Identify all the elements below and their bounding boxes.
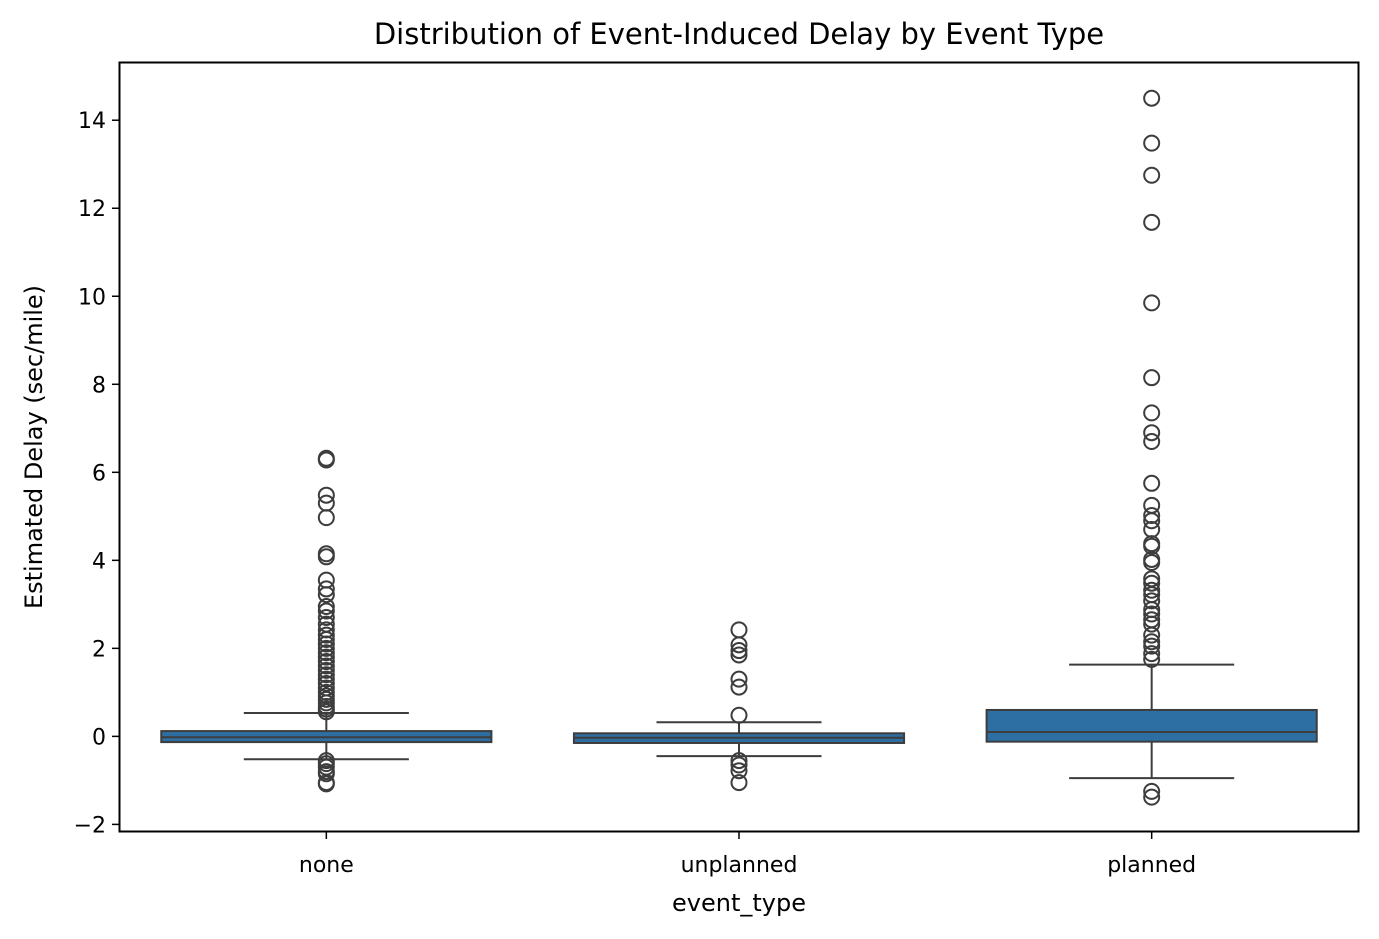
outlier-point (317, 548, 335, 566)
y-tick-label: 8 (92, 373, 106, 398)
outlier-point (317, 451, 335, 469)
y-axis-label: Estimated Delay (sec/mile) (20, 285, 48, 609)
outlier-point (1143, 637, 1161, 655)
outlier-point (1143, 89, 1161, 107)
outlier-point (1143, 554, 1161, 572)
y-tick-label: −2 (74, 813, 106, 838)
outlier-point (1143, 432, 1161, 450)
outlier-point (317, 486, 335, 504)
outlier-point (1143, 645, 1161, 663)
outlier-point (317, 626, 335, 644)
outlier-point (317, 644, 335, 662)
y-tick-label: 2 (92, 637, 106, 662)
y-tick-label: 0 (92, 725, 106, 750)
outlier-point (730, 646, 748, 664)
outlier-point (730, 752, 748, 770)
outlier-point (317, 648, 335, 666)
x-tick-label-planned: planned (1107, 853, 1196, 878)
box-group-planned (985, 89, 1318, 806)
x-tick-label-unplanned: unplanned (681, 853, 798, 878)
outlier-point (1143, 521, 1161, 539)
y-tick-label: 14 (78, 109, 106, 134)
x-axis: none unplanned planned (299, 831, 1196, 878)
outlier-point (1143, 626, 1161, 644)
outlier-point (317, 609, 335, 627)
y-tick-label: 4 (92, 549, 106, 574)
outlier-point (1143, 512, 1161, 530)
iqr-box (985, 708, 1318, 743)
y-tick-label: 10 (78, 285, 106, 310)
outlier-point (1143, 537, 1161, 555)
x-axis-label: event_type (672, 889, 806, 917)
outlier-point (317, 657, 335, 675)
outlier-point (317, 653, 335, 671)
outlier-point (317, 631, 335, 649)
outlier-point (317, 580, 335, 598)
outlier-point (317, 703, 335, 721)
outlier-point (317, 635, 335, 653)
box-group-unplanned (572, 621, 906, 792)
outlier-point (1143, 592, 1161, 610)
outlier-point (317, 639, 335, 657)
outlier-point (317, 666, 335, 684)
outlier-point (1143, 213, 1161, 231)
chart-title: Distribution of Event-Induced Delay by E… (374, 17, 1104, 51)
plot-area (160, 89, 1318, 806)
box-group-none (160, 449, 493, 793)
y-tick-label: 6 (92, 461, 106, 486)
outlier-point (317, 765, 335, 783)
outlier-point (1143, 574, 1161, 592)
outlier-point (1143, 782, 1161, 800)
outlier-point (317, 602, 335, 620)
outlier-point (1143, 605, 1161, 623)
y-tick-label: 12 (78, 197, 106, 222)
outlier-point (1143, 369, 1161, 387)
outlier-point (1143, 474, 1161, 492)
y-axis: −2 0 2 4 6 8 10 12 14 (74, 109, 120, 838)
outlier-point (1143, 788, 1161, 806)
outlier-point (317, 670, 335, 688)
outlier-point (1143, 134, 1161, 152)
outlier-point (317, 775, 335, 793)
outlier-point (1143, 581, 1161, 599)
outlier-point (1143, 615, 1161, 633)
outlier-point (1143, 404, 1161, 422)
outlier-point (317, 571, 335, 589)
outlier-point (730, 670, 748, 688)
outlier-point (730, 756, 748, 774)
outlier-point (317, 661, 335, 679)
outlier-point (1143, 166, 1161, 184)
outlier-point (730, 636, 748, 654)
outlier-point (730, 762, 748, 780)
outlier-point (1143, 424, 1161, 442)
outlier-point (730, 642, 748, 660)
outlier-point (730, 621, 748, 639)
x-tick-label-none: none (299, 853, 354, 878)
outlier-point (1143, 650, 1161, 668)
outlier-point (730, 678, 748, 696)
outlier-point (730, 706, 748, 724)
outlier-point (1143, 633, 1161, 651)
outlier-point (317, 598, 335, 616)
outlier-point (1143, 294, 1161, 312)
outlier-point (317, 509, 335, 527)
outlier-point (730, 774, 748, 792)
outlier-point (317, 586, 335, 604)
